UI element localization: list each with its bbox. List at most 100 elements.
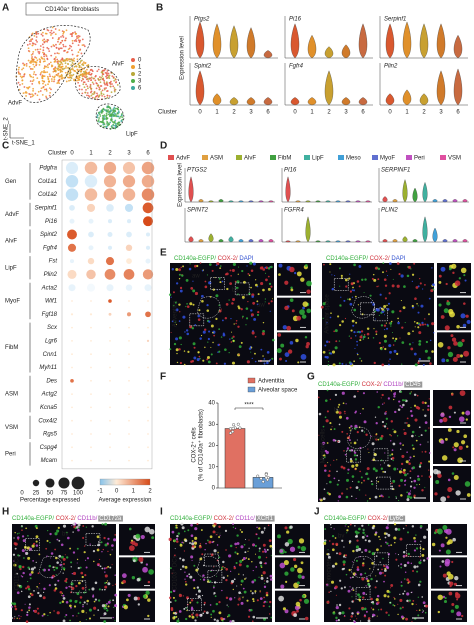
cell-signal	[356, 454, 359, 457]
cell-signal	[170, 608, 174, 612]
cell-signal	[436, 528, 443, 535]
cell-signal	[262, 355, 264, 357]
stain-label: COX-2/	[54, 516, 76, 522]
cell-signal	[210, 324, 214, 328]
cell-signal	[56, 561, 59, 564]
cell-signal	[413, 455, 415, 458]
cell-signal	[216, 619, 219, 623]
bar	[224, 428, 246, 489]
cell-signal	[353, 441, 357, 445]
cell-dot	[102, 123, 105, 126]
cell-dot	[89, 91, 92, 94]
cell-signal	[202, 564, 205, 567]
cell-signal	[200, 294, 204, 298]
gene-label: Cnn1	[43, 352, 57, 358]
legend-swatch	[372, 155, 378, 160]
cell-signal	[375, 555, 378, 557]
cell-signal	[195, 593, 198, 596]
cell-signal	[325, 301, 327, 303]
cell-dot	[28, 40, 31, 43]
cell-signal	[256, 300, 259, 303]
cell-signal	[328, 470, 331, 473]
cell-signal	[71, 524, 73, 527]
cell-signal	[385, 565, 389, 569]
cell-signal	[338, 423, 341, 426]
cell-signal	[437, 473, 442, 479]
cell-dot	[111, 83, 113, 85]
cell-signal	[25, 620, 29, 623]
cell-dot	[87, 80, 90, 83]
cell-signal	[220, 566, 223, 569]
cell-dot	[98, 117, 100, 119]
cell-signal	[240, 341, 243, 344]
cell-dot	[31, 42, 34, 45]
cluster-outline	[75, 66, 121, 100]
cell-signal	[424, 323, 427, 326]
cell-signal	[198, 355, 201, 358]
cell-signal	[256, 599, 259, 602]
cell-signal	[237, 273, 239, 275]
cell-signal	[327, 364, 330, 366]
cell-signal	[131, 576, 136, 580]
cell-signal	[62, 594, 65, 597]
cell-signal	[134, 542, 138, 547]
cell-signal	[355, 321, 358, 324]
cell-dot	[81, 73, 83, 76]
cell-signal	[359, 446, 362, 450]
cell-signal	[390, 440, 392, 442]
cell-signal	[406, 578, 410, 582]
cell-dot	[19, 75, 22, 78]
cell-signal	[367, 524, 370, 526]
cell-signal	[375, 318, 377, 320]
cell-signal	[320, 305, 324, 309]
cell-signal	[356, 280, 360, 283]
cell-dot	[114, 113, 117, 115]
dot	[147, 446, 149, 449]
cell-signal	[196, 523, 199, 526]
cell-signal	[178, 336, 182, 340]
cell-signal	[450, 334, 454, 338]
cell-signal	[410, 268, 412, 270]
cell-dot	[90, 87, 93, 90]
cell-dot	[86, 94, 88, 97]
dot	[141, 161, 155, 175]
cell-signal	[331, 564, 335, 568]
cell-dot	[99, 115, 102, 117]
cell-signal	[390, 587, 392, 589]
cell-signal	[237, 597, 241, 601]
legend-label: Peri	[414, 156, 425, 162]
cell-signal	[222, 620, 224, 622]
cell-signal	[403, 285, 406, 288]
cell-signal	[393, 392, 396, 396]
cell-signal	[363, 334, 366, 336]
cell-signal	[107, 537, 110, 540]
cell-dot	[74, 31, 76, 34]
stain-label: COX-2/	[366, 516, 388, 522]
cell-signal	[371, 561, 374, 565]
cell-signal	[340, 296, 342, 298]
cell-signal	[374, 310, 377, 313]
cell-signal	[26, 611, 29, 614]
gene-label: Plin2	[44, 272, 58, 278]
cell-signal	[337, 619, 340, 622]
dot	[106, 284, 114, 292]
cell-dot	[105, 81, 108, 84]
cell-signal	[357, 330, 360, 333]
cell-signal	[446, 495, 450, 499]
cell-signal	[418, 426, 421, 429]
cell-signal	[67, 536, 70, 540]
cell-signal	[322, 497, 326, 501]
cell-signal	[246, 265, 248, 267]
cell-signal	[88, 617, 92, 620]
cell-signal	[211, 269, 214, 272]
violin	[248, 239, 254, 243]
violin	[285, 240, 291, 243]
cell-signal	[350, 337, 352, 340]
cell-signal	[250, 309, 253, 312]
cell-dot	[107, 109, 110, 111]
group-label: FibM	[5, 345, 18, 351]
cell-signal	[391, 284, 395, 288]
cluster-tick: 0	[293, 110, 297, 116]
cell-dot	[108, 77, 111, 80]
cell-signal	[345, 416, 349, 420]
